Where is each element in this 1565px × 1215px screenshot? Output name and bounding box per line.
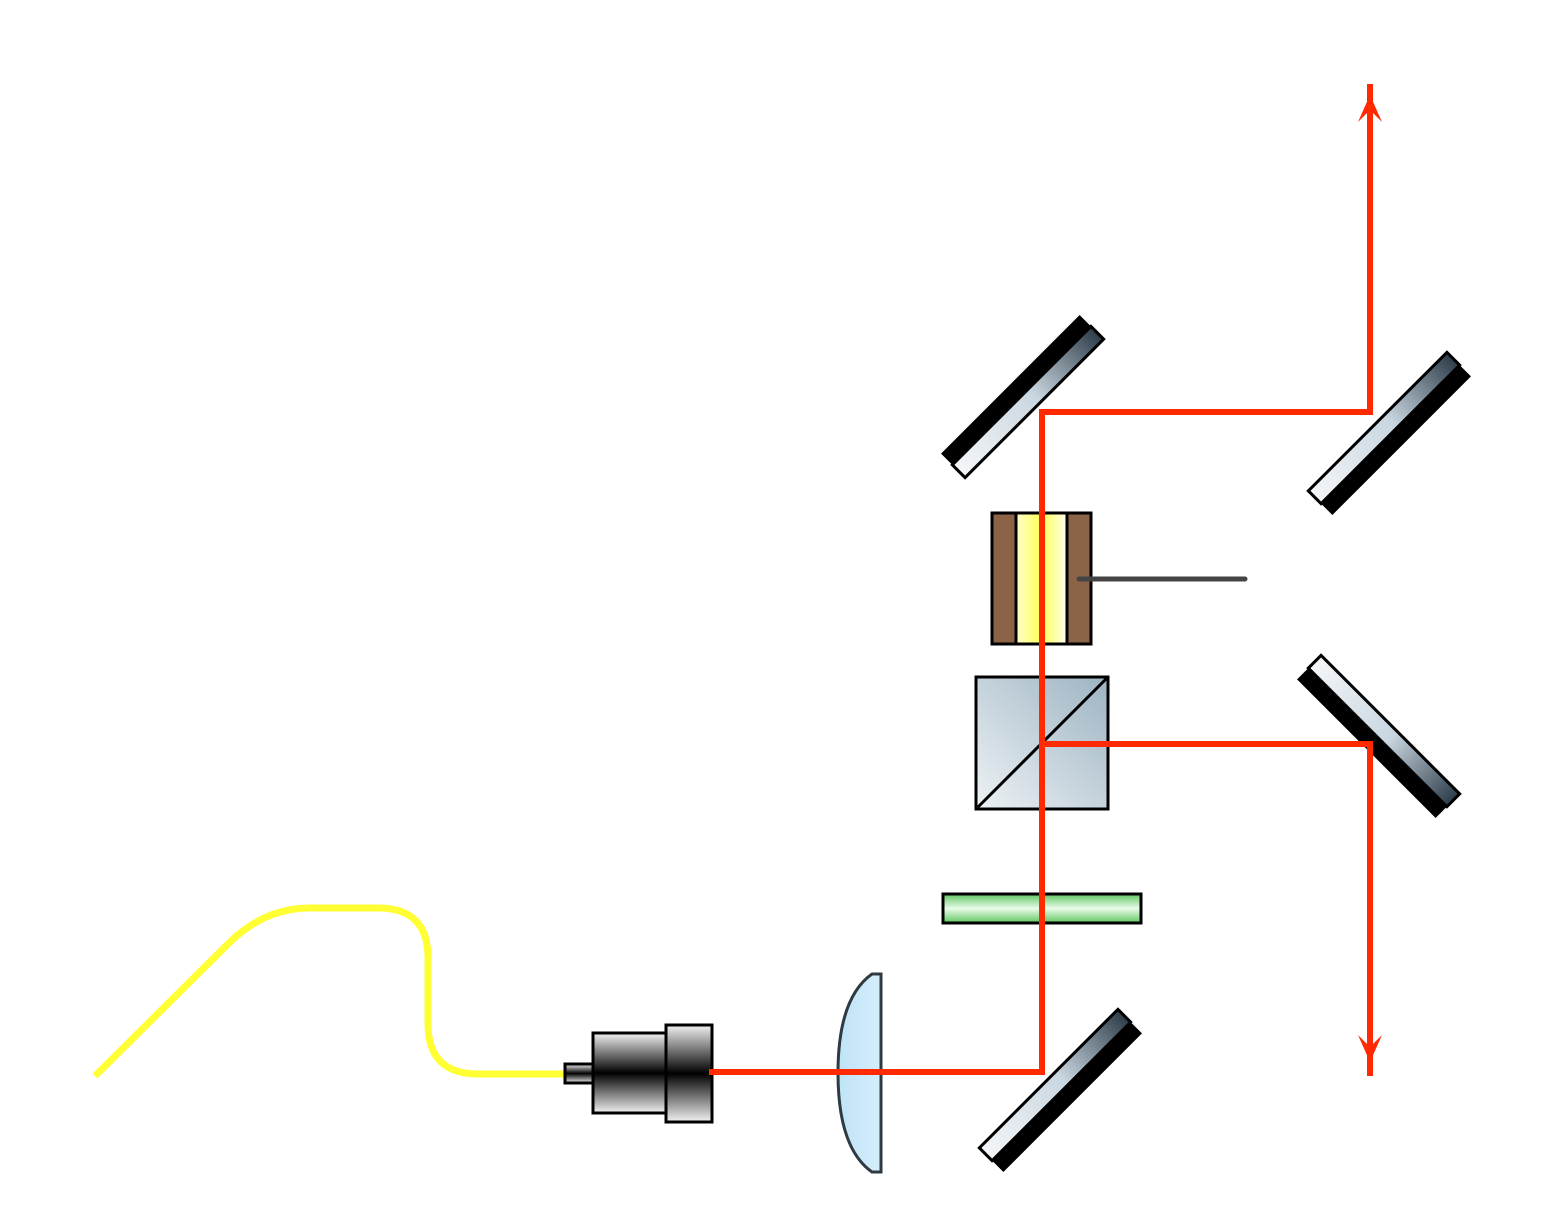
laser-beam [709, 84, 1373, 1076]
arrow-up-icon [1358, 95, 1382, 122]
crystal-modulator-icon [990, 511, 1248, 646]
mirror-icon [1297, 653, 1462, 818]
mirror-icon [1306, 350, 1471, 515]
mirror-icon [977, 1007, 1142, 1172]
fiber-cable-icon [92, 904, 566, 1079]
arrow-down-icon [1358, 1035, 1382, 1062]
collimator-icon [563, 1023, 714, 1124]
mirror-icon [941, 315, 1106, 480]
